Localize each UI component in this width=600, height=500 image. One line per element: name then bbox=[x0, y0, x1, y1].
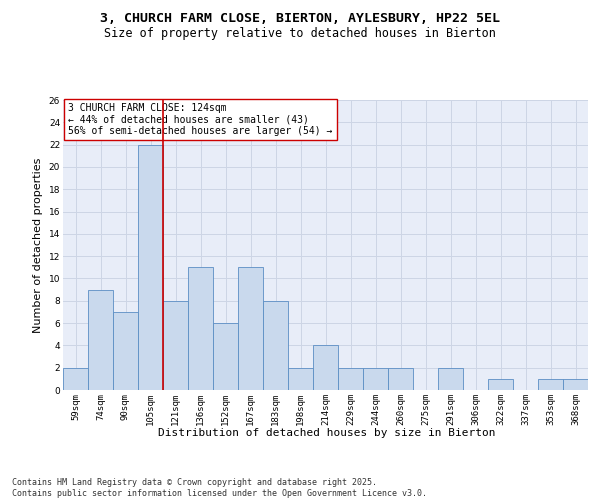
Bar bbox=[88, 290, 113, 390]
Bar bbox=[488, 379, 513, 390]
Text: Size of property relative to detached houses in Bierton: Size of property relative to detached ho… bbox=[104, 28, 496, 40]
Text: 3 CHURCH FARM CLOSE: 124sqm
← 44% of detached houses are smaller (43)
56% of sem: 3 CHURCH FARM CLOSE: 124sqm ← 44% of det… bbox=[68, 103, 332, 136]
Bar bbox=[113, 312, 138, 390]
Text: Distribution of detached houses by size in Bierton: Distribution of detached houses by size … bbox=[158, 428, 496, 438]
Bar bbox=[363, 368, 388, 390]
Bar bbox=[138, 144, 163, 390]
Bar bbox=[313, 346, 338, 390]
Bar bbox=[213, 323, 238, 390]
Y-axis label: Number of detached properties: Number of detached properties bbox=[33, 158, 43, 332]
Text: Contains HM Land Registry data © Crown copyright and database right 2025.
Contai: Contains HM Land Registry data © Crown c… bbox=[12, 478, 427, 498]
Bar bbox=[238, 268, 263, 390]
Bar bbox=[388, 368, 413, 390]
Bar bbox=[438, 368, 463, 390]
Bar bbox=[63, 368, 88, 390]
Bar bbox=[163, 301, 188, 390]
Text: 3, CHURCH FARM CLOSE, BIERTON, AYLESBURY, HP22 5EL: 3, CHURCH FARM CLOSE, BIERTON, AYLESBURY… bbox=[100, 12, 500, 26]
Bar bbox=[263, 301, 288, 390]
Bar bbox=[188, 268, 213, 390]
Bar bbox=[338, 368, 363, 390]
Bar bbox=[563, 379, 588, 390]
Bar bbox=[288, 368, 313, 390]
Bar bbox=[538, 379, 563, 390]
